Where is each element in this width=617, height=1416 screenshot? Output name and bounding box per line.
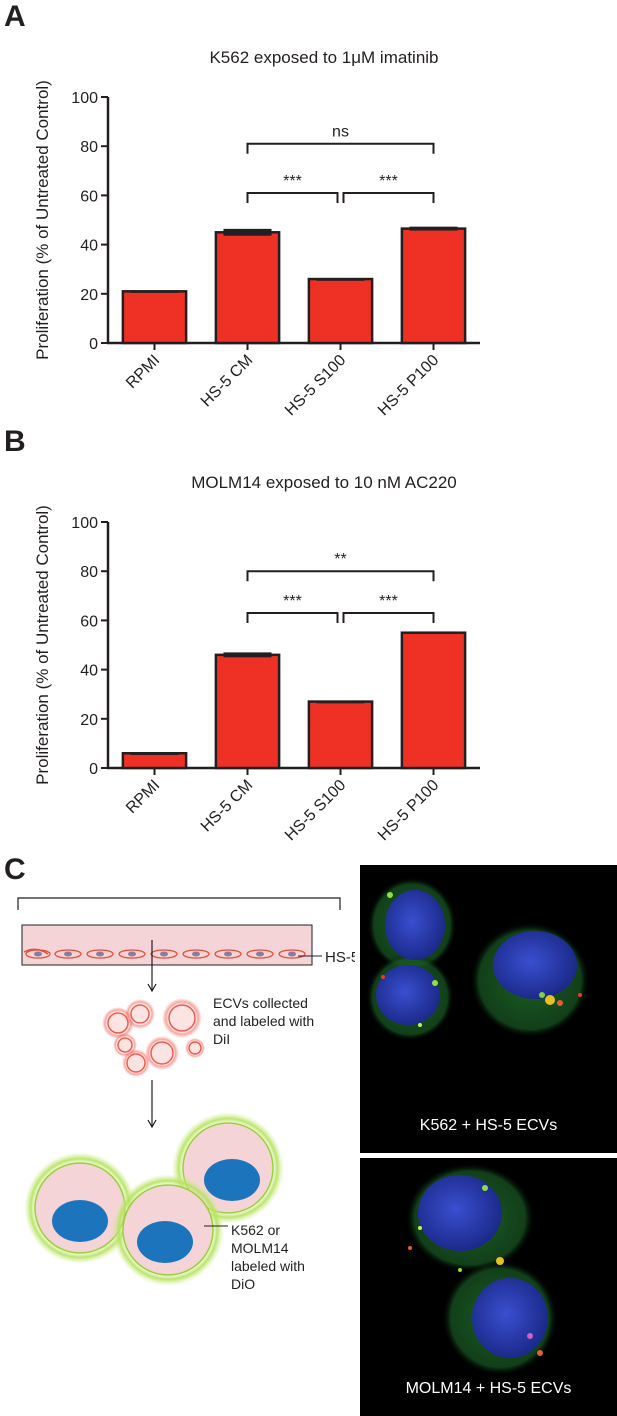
chart-b: MOLM14 exposed to 10 nM AC220 Proliferati… <box>33 473 480 844</box>
panel-letter-c: C <box>4 853 26 886</box>
significance-bracket <box>246 570 435 582</box>
x-tick-label: HS-5 P100 <box>375 777 442 844</box>
ecv-label-line-2: and labeled with <box>213 1013 314 1029</box>
culture-dish <box>17 897 341 966</box>
micrograph-k562-caption: K562 + HS-5 ECVs <box>419 1117 558 1134</box>
chart-title: K562 exposed to 1μM imatinib <box>209 48 438 67</box>
y-axis-label: Proliferation (% of Untreated Control) <box>33 505 52 785</box>
cell-label-line-1: K562 or <box>231 1222 280 1238</box>
y-tick-label: 100 <box>71 515 98 532</box>
error-bar <box>316 700 365 704</box>
y-tick-label: 100 <box>71 90 98 107</box>
ecv-label-line-1: ECVs collected <box>213 995 308 1011</box>
ecv-label-line-3: DiI <box>213 1031 230 1047</box>
arrow-down-icon <box>147 940 157 993</box>
bar <box>214 653 281 770</box>
bar <box>400 227 467 345</box>
ecv-cluster <box>102 998 205 1077</box>
y-tick-label: 80 <box>80 139 98 156</box>
bar <box>121 751 188 770</box>
arrow-down-icon <box>147 1080 157 1129</box>
x-tick-label: HS-5 P100 <box>375 352 442 419</box>
x-tick-label: HS-5 CM <box>198 777 257 836</box>
error-bar <box>130 290 179 293</box>
panel-letter-b: B <box>4 425 26 458</box>
y-axis-label: Proliferation (% of Untreated Control) <box>33 80 52 360</box>
chart-a: K562 exposed to 1μM imatinib Proliferatio… <box>33 48 480 419</box>
significance-bracket <box>342 612 435 624</box>
cell-label-line-2: MOLM14 <box>231 1240 289 1256</box>
micrograph-molm14-caption: MOLM14 + HS-5 ECVs <box>405 1380 572 1397</box>
bar <box>214 231 281 345</box>
significance-bracket <box>246 142 435 154</box>
error-bar <box>409 226 458 231</box>
y-tick-label: 40 <box>80 663 98 680</box>
y-tick-label: 0 <box>89 761 98 778</box>
error-bar <box>223 228 272 236</box>
cell-label-line-4: DiO <box>231 1276 255 1292</box>
chart-title: MOLM14 exposed to 10 nM AC220 <box>191 473 457 492</box>
hs5-label: HS-5 <box>325 949 355 966</box>
labeled-cells <box>24 1112 284 1286</box>
y-tick-label: 60 <box>80 613 98 630</box>
error-bar <box>316 278 365 281</box>
schematic-diagram: HS-5 ECVs collected and labeled with DiI <box>17 897 355 1292</box>
micrograph-molm14-image <box>405 1163 558 1376</box>
micrograph-k562: K562 + HS-5 ECVs <box>360 865 617 1153</box>
x-tick-label: HS-5 S100 <box>282 777 349 844</box>
x-tick-label: HS-5 S100 <box>282 352 349 419</box>
bar <box>307 700 374 770</box>
significance-label: *** <box>283 593 302 610</box>
error-bar <box>409 631 458 634</box>
y-tick-label: 40 <box>80 238 98 255</box>
significance-bracket <box>246 191 339 203</box>
x-tick-label: RPMI <box>123 352 163 392</box>
significance-bracket <box>246 612 339 624</box>
bar <box>307 277 374 345</box>
cell-label-line-3: labeled with <box>231 1258 305 1274</box>
x-tick-label: RPMI <box>123 777 163 817</box>
significance-bracket <box>342 191 435 203</box>
significance-label: *** <box>283 173 302 190</box>
error-bar <box>223 652 272 658</box>
significance-label: ns <box>332 124 349 141</box>
significance-label: *** <box>379 173 398 190</box>
panel-letter-a: A <box>4 0 26 33</box>
bar <box>121 290 188 345</box>
y-tick-label: 20 <box>80 287 98 304</box>
micrograph-molm14: MOLM14 + HS-5 ECVs <box>360 1158 617 1416</box>
significance-label: *** <box>379 593 398 610</box>
significance-label: ** <box>334 551 346 568</box>
x-tick-label: HS-5 CM <box>198 352 257 411</box>
stromal-cell-layer <box>23 948 306 959</box>
y-tick-label: 20 <box>80 712 98 729</box>
y-tick-label: 0 <box>89 336 98 353</box>
bar <box>400 631 467 770</box>
y-tick-label: 60 <box>80 188 98 205</box>
y-tick-label: 80 <box>80 564 98 581</box>
micrograph-k562-image <box>366 877 590 1041</box>
error-bar <box>130 752 179 756</box>
